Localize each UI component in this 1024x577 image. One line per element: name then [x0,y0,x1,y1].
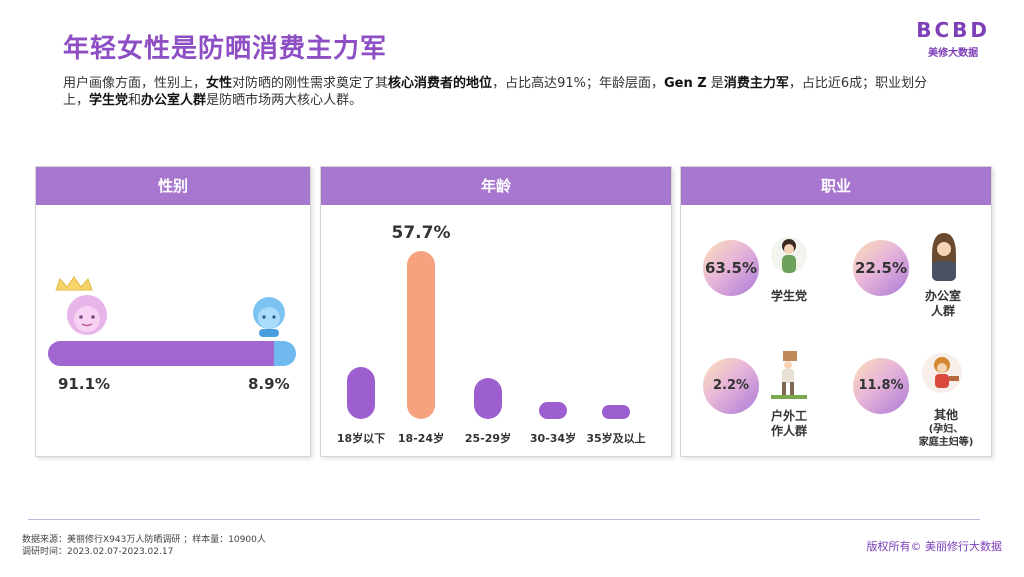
gender-panel-title: 性别 [36,167,310,205]
occupation-panel-title: 职业 [681,167,991,205]
age-bar [474,378,502,419]
logo-mark: BCBD [916,18,990,42]
office-woman-icon [932,233,956,281]
age-bar [347,366,375,419]
intro-segment: ，占比近6成；职业划分上， [63,76,928,108]
intro-segment: 和 [128,93,142,108]
survey-date: 调研时间：2023.02.07-2023.02.17 [22,547,174,557]
intro-segment: 消费主力军 [723,76,789,91]
occupation-label-other: 其他 (孕妇、 家庭主妇等) [907,408,985,449]
occupation-value-office: 22.5% [853,240,909,296]
occupation-sublabel-other-line1: (孕妇、 [928,424,964,435]
gender-panel: 性别 91.1% 8.9% [35,166,311,457]
occupation-label-other-line1: 其他 [933,408,958,422]
student-icon [771,237,807,273]
brand-logo: BCBD 美修大数据 [916,18,990,59]
intro-segment: 办公室人群 [141,93,207,108]
age-value-label: 57.7% [391,222,451,243]
age-panel: 年龄 18岁以下 18-24岁 57.7% 25-29岁 30-34岁 35岁及以上 [320,166,672,457]
gender-icons [55,276,285,337]
occupation-label-outdoor-line2: 作人群 [770,424,807,438]
occupation-label-office: 办公室 人群 [917,289,969,319]
male-share-label: 8.9% [248,375,290,393]
crowned-girl-icon [55,276,107,335]
age-bar [602,405,630,419]
copyright: 版权所有© 美丽修行大数据 [866,540,1003,553]
gender-bar [48,341,296,366]
occupation-label-outdoor-line1: 户外工 [770,409,807,423]
age-bar [539,401,567,419]
age-category-label: 18岁以下 [336,432,386,445]
occupation-value-outdoor: 2.2% [703,358,759,414]
occupation-panel: 职业 63.5% 学生党 22.5% 办公室 人群 2.2% 户外工 作人群 1… [680,166,992,457]
intro-segment: 用户画像方面，性别上， [63,76,207,91]
other-woman-icon [922,353,962,393]
occupation-label-student: 学生党 [770,289,807,303]
occupation-label-office-line1: 办公室 [924,289,961,303]
age-panel-title: 年龄 [321,167,671,205]
age-category-label: 18-24岁 [397,432,445,445]
intro-segment: 对防晒的刚性需求奠定了其 [232,76,389,91]
age-bar [407,250,435,419]
female-bar-fill [48,341,274,366]
intro-paragraph: 用户画像方面，性别上，女性对防晒的刚性需求奠定了其核心消费者的地位，占比高达91… [63,75,933,109]
logo-subtitle: 美修大数据 [928,48,979,59]
age-category-label: 30-34岁 [529,432,577,445]
occupation-label-office-line2: 人群 [930,304,955,318]
footer-divider [28,519,980,520]
intro-segment: 是防晒市场两大核心人群。 [206,93,363,108]
intro-segment: 核心消费者的地位 [388,76,493,91]
occupation-label-outdoor: 户外工 作人群 [761,409,817,439]
intro-segment: 学生党 [89,93,129,108]
data-source: 数据来源：美丽修行X943万人防晒调研 ；样本量：10900人 [22,535,266,545]
female-share-label: 91.1% [58,375,111,393]
footer-source: 数据来源：美丽修行X943万人防晒调研 ；样本量：10900人 调研时间：202… [22,534,266,558]
occupation-sublabel-other-line2: 家庭主妇等) [918,437,974,448]
age-category-label: 35岁及以上 [586,432,646,445]
boy-icon [253,297,285,337]
intro-segment: 女性 [206,76,233,91]
outdoor-worker-icon [771,351,807,399]
occupation-value-other: 11.8% [853,358,909,414]
age-category-label: 25-29岁 [464,432,512,445]
page-title: 年轻女性是防晒消费主力军 [63,34,388,64]
intro-segment: 是 [706,76,724,91]
occupation-value-student: 63.5% [703,240,759,296]
intro-segment: ，占比高达91%；年龄层面， [492,76,664,91]
intro-segment: Gen Z [663,76,707,91]
